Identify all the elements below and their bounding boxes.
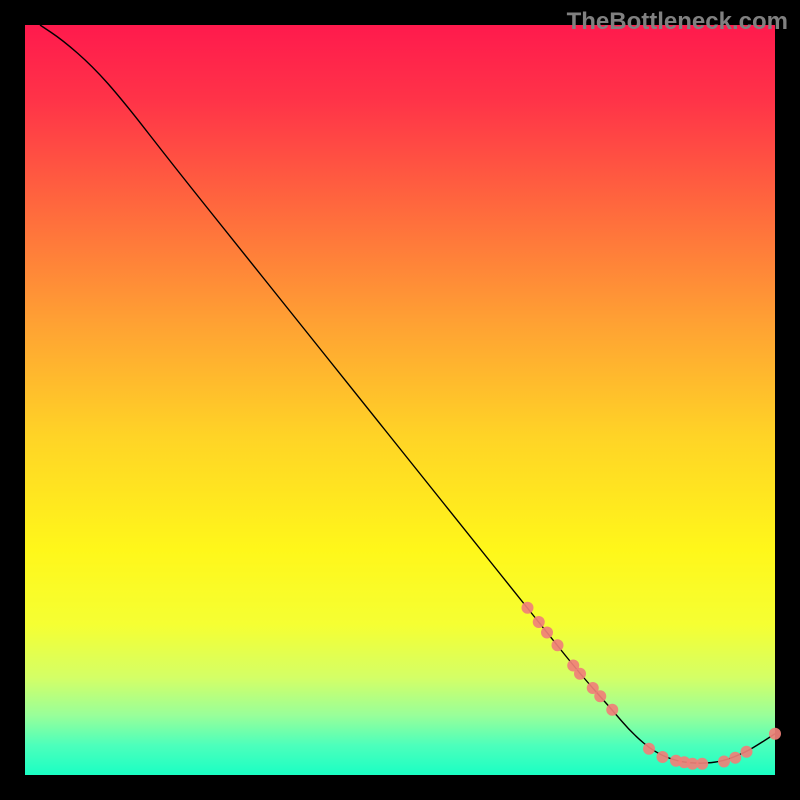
data-marker [574, 668, 586, 680]
data-marker [533, 616, 545, 628]
data-marker [741, 746, 753, 758]
data-marker [643, 743, 655, 755]
data-marker [606, 704, 618, 716]
data-marker [729, 752, 741, 764]
data-marker [696, 758, 708, 770]
data-marker [552, 639, 564, 651]
watermark-text: TheBottleneck.com [567, 8, 788, 36]
chart-container: TheBottleneck.com [0, 0, 800, 800]
data-marker [522, 602, 534, 614]
data-marker [769, 728, 781, 740]
data-marker [718, 756, 730, 768]
bottleneck-curve-chart [0, 0, 800, 800]
data-marker [657, 751, 669, 763]
data-marker [541, 627, 553, 639]
data-marker [594, 690, 606, 702]
gradient-background [25, 25, 775, 775]
